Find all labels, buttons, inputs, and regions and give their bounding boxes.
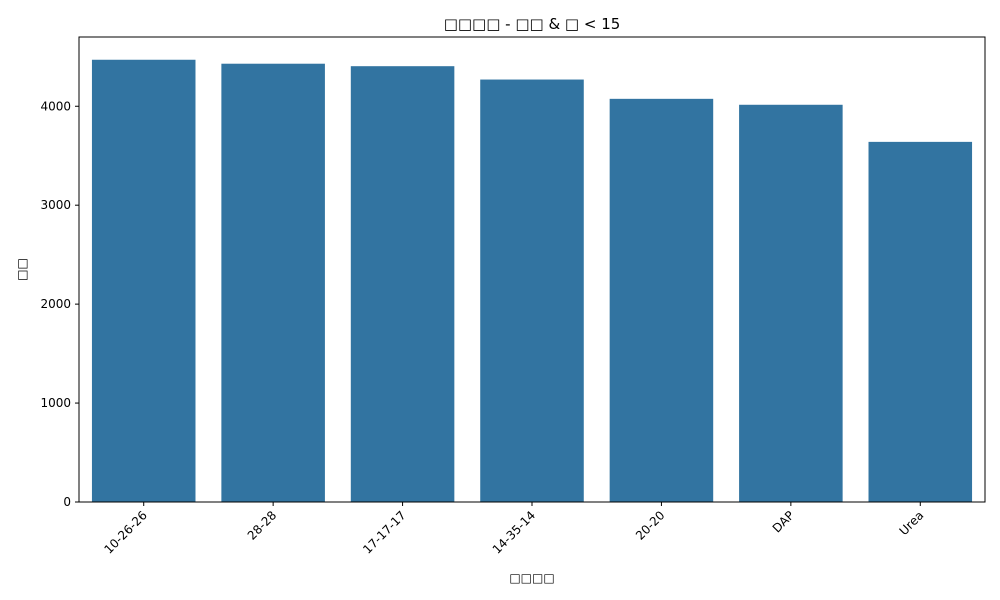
y-tick-label: 1000 — [40, 396, 71, 410]
y-axis-ticks: 0 1000 2000 3000 4000 — [40, 99, 79, 509]
y-axis-title: □□ — [15, 258, 29, 281]
x-axis-ticks: 10-26-26 28-28 17-17-17 14-35-14 20-20 DAP Ure… — [101, 502, 926, 557]
y-tick-label: 4000 — [40, 99, 71, 113]
chart-title: □□□□ - □□ & □ < 15 — [444, 15, 621, 33]
x-tick-label: 28-28 — [245, 508, 280, 543]
x-axis-title: □□□□ — [509, 571, 554, 585]
bar-14-35-14 — [480, 79, 584, 503]
x-tick-label: 20-20 — [633, 508, 668, 543]
bar-20-20 — [609, 98, 714, 502]
y-tick-label: 0 — [63, 495, 71, 509]
y-tick-label: 2000 — [40, 297, 71, 311]
bars-group — [91, 59, 973, 503]
x-tick-label: Urea — [897, 508, 927, 538]
x-tick-label: DAP — [770, 508, 797, 535]
bar-17-17-17 — [350, 66, 455, 503]
bar-10-26-26 — [91, 59, 196, 503]
x-tick-label: 10-26-26 — [101, 508, 149, 556]
bar-DAP — [739, 104, 843, 503]
x-tick-label: 14-35-14 — [490, 508, 538, 556]
x-tick-label: 17-17-17 — [360, 508, 408, 556]
plot-frame — [78, 36, 986, 503]
bar-Urea — [868, 141, 973, 502]
y-tick-label: 3000 — [40, 198, 71, 212]
bar-28-28 — [221, 63, 325, 502]
